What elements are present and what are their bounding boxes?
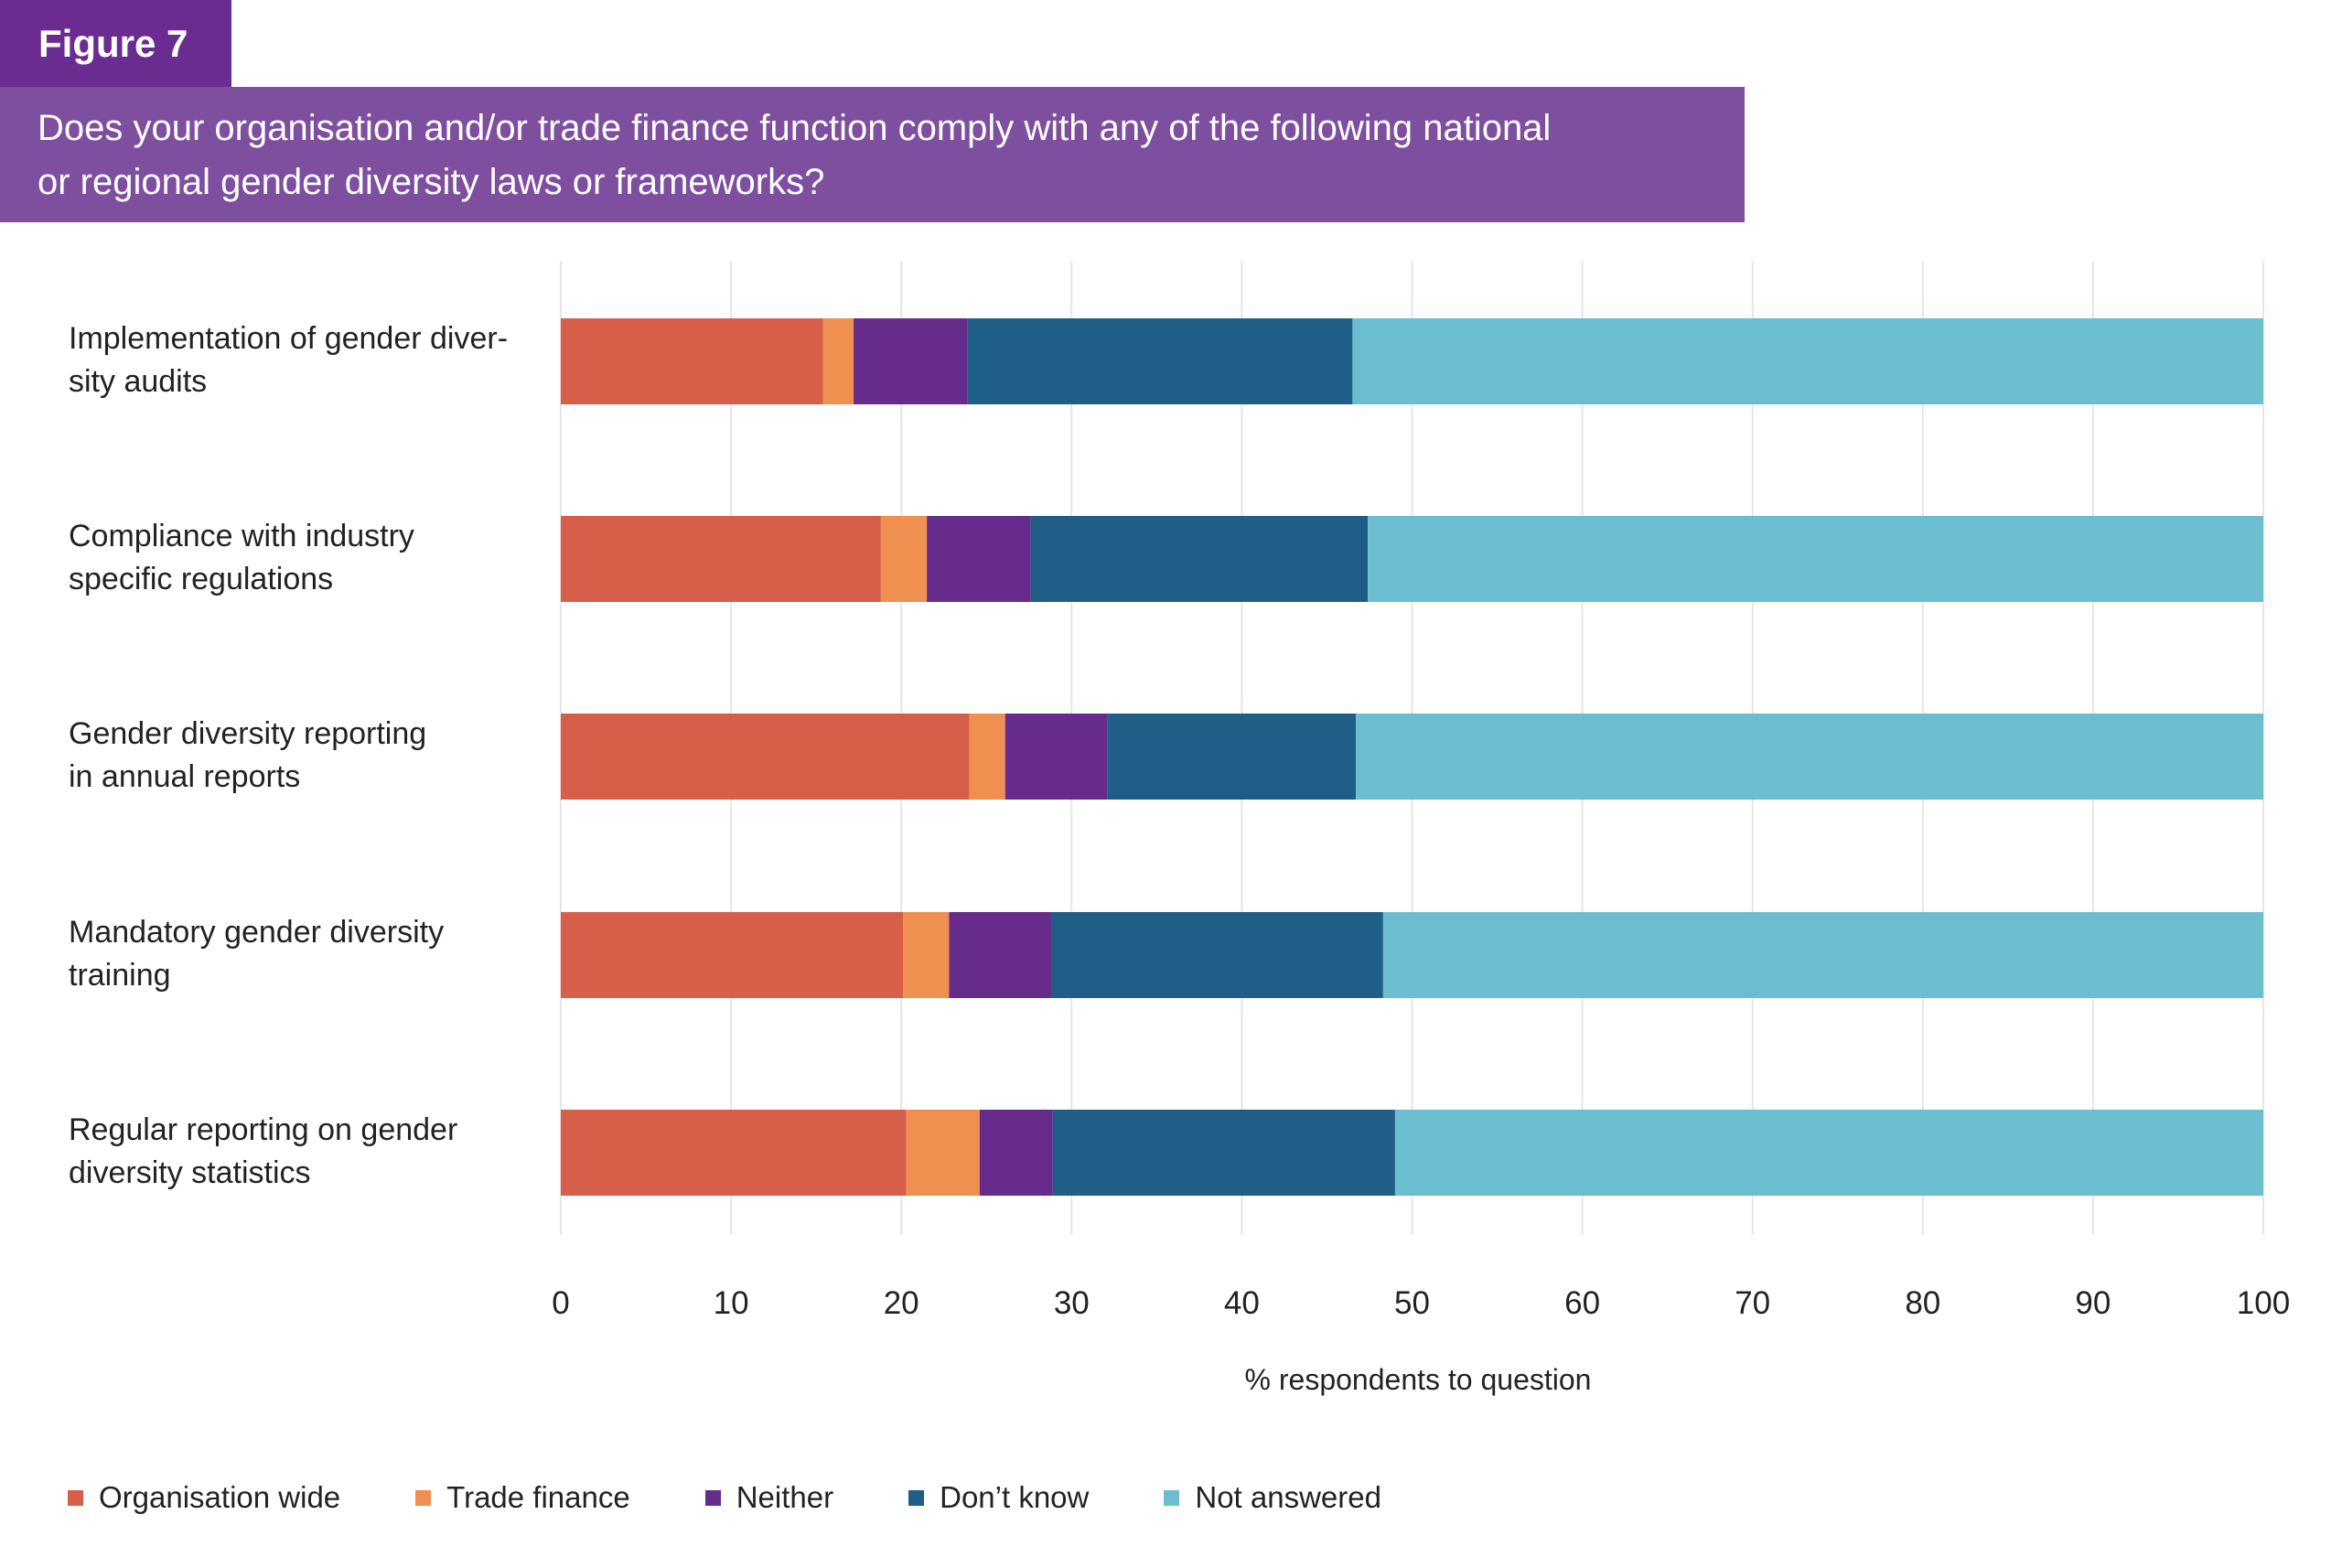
bar-segment — [1050, 912, 1383, 998]
bar-segments — [561, 318, 2263, 1196]
bar-segment — [949, 912, 1051, 998]
legend-item: Neither — [704, 1480, 834, 1515]
category-label: Regular reporting on gender diversity st… — [69, 1112, 458, 1190]
x-tick-label: 70 — [1735, 1285, 1770, 1321]
bar-segment — [822, 318, 854, 404]
bar-segment — [967, 318, 1353, 404]
category-label: Implementation of gender diver- sity aud… — [69, 321, 509, 399]
bar-segment — [903, 912, 950, 998]
bar-segment — [1394, 1110, 2263, 1196]
bar-segment — [1368, 516, 2263, 602]
figure-label: Figure 7 — [0, 0, 231, 87]
bar-segment — [927, 516, 1031, 602]
legend-swatch — [1164, 1489, 1180, 1506]
category-label: Mandatory gender diversity training — [69, 915, 445, 993]
bar-segment — [1004, 714, 1108, 800]
x-tick-label: 40 — [1224, 1285, 1260, 1321]
bar-segment — [906, 1110, 980, 1196]
legend-label: Trade finance — [446, 1480, 630, 1514]
x-axis-label: % respondents to question — [1244, 1363, 1592, 1396]
bar-segment — [969, 714, 1005, 800]
x-tick-label: 60 — [1564, 1285, 1600, 1321]
bar-segment — [979, 1110, 1053, 1196]
x-tick-labels: 0 10 20 30 40 50 60 70 80 90 100 — [552, 1285, 2290, 1321]
bar-segment — [561, 318, 823, 404]
x-tick-label: 0 — [552, 1285, 569, 1321]
legend: Organisation wide Trade finance Neither Don… — [68, 1477, 1381, 1518]
bar-segment — [561, 912, 904, 998]
legend-label: Not answered — [1195, 1480, 1381, 1514]
x-tick-label: 30 — [1054, 1285, 1090, 1321]
x-tick-label: 50 — [1394, 1285, 1430, 1321]
x-tick-label: 20 — [884, 1285, 919, 1321]
legend-label: Organisation wide — [99, 1480, 341, 1514]
bar-segment — [854, 318, 968, 404]
x-tick-label: 10 — [714, 1285, 749, 1321]
bar-segment — [1107, 714, 1357, 800]
category-label: Compliance with industry specific regula… — [69, 519, 414, 596]
bar-segment — [1382, 912, 2263, 998]
legend-item: Trade finance — [415, 1480, 630, 1515]
x-tick-label: 90 — [2075, 1285, 2111, 1321]
legend-label: Neither — [736, 1480, 834, 1514]
legend-item: Don’t know — [908, 1480, 1089, 1515]
legend-swatch — [415, 1489, 432, 1506]
chart-title: Does your organisation and/or trade fina… — [0, 87, 1745, 222]
legend-swatch — [68, 1489, 83, 1506]
bar-segment — [1052, 1110, 1395, 1196]
bar-segment — [1356, 714, 2263, 800]
x-tick-label: 80 — [1905, 1285, 1940, 1321]
legend-swatch — [704, 1489, 721, 1506]
bar-segment — [561, 516, 881, 602]
legend-label: Don’t know — [940, 1480, 1090, 1514]
bar-segment — [1030, 516, 1369, 602]
bar-segment — [880, 516, 928, 602]
legend-item: Not answered — [1164, 1480, 1381, 1515]
legend-item: Organisation wide — [68, 1480, 340, 1515]
bar-segment — [561, 1110, 907, 1196]
category-label: Gender diversity reporting in annual rep… — [69, 716, 427, 794]
legend-swatch — [908, 1489, 925, 1506]
x-tick-label: 100 — [2237, 1285, 2290, 1321]
bar-segment — [561, 714, 970, 800]
bar-segment — [1352, 318, 2263, 404]
